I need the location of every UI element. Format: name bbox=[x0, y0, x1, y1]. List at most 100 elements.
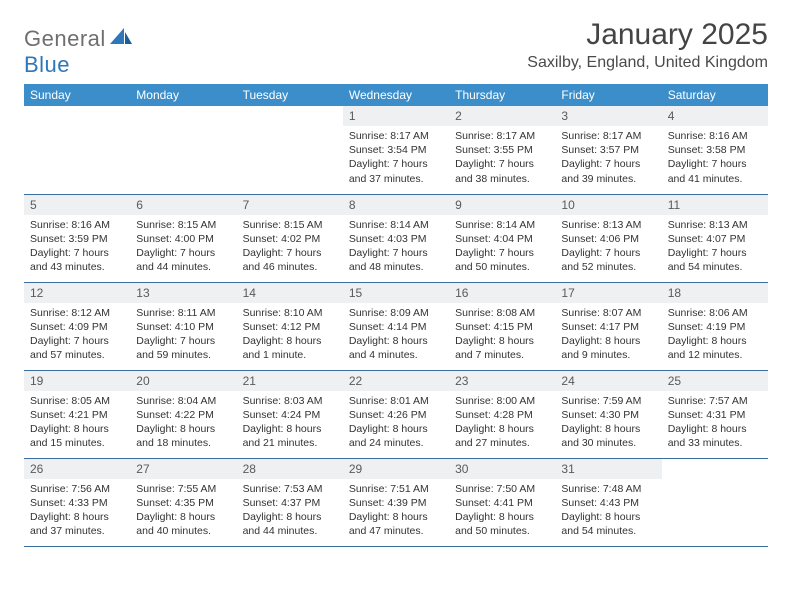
day-info: Sunrise: 8:07 AMSunset: 4:17 PMDaylight:… bbox=[555, 303, 661, 367]
brand-logo: General Blue bbox=[24, 26, 132, 78]
day-info: Sunrise: 7:57 AMSunset: 4:31 PMDaylight:… bbox=[662, 391, 768, 455]
day-number: 1 bbox=[343, 106, 449, 126]
weekday-header: Tuesday bbox=[237, 84, 343, 106]
brand-word-2: Blue bbox=[24, 52, 70, 77]
calendar-cell: 12Sunrise: 8:12 AMSunset: 4:09 PMDayligh… bbox=[24, 282, 130, 370]
calendar-cell: 25Sunrise: 7:57 AMSunset: 4:31 PMDayligh… bbox=[662, 370, 768, 458]
header: General Blue January 2025 Saxilby, Engla… bbox=[24, 18, 768, 78]
calendar-cell: 30Sunrise: 7:50 AMSunset: 4:41 PMDayligh… bbox=[449, 458, 555, 546]
calendar-cell: 11Sunrise: 8:13 AMSunset: 4:07 PMDayligh… bbox=[662, 194, 768, 282]
calendar-cell: 22Sunrise: 8:01 AMSunset: 4:26 PMDayligh… bbox=[343, 370, 449, 458]
calendar-head: SundayMondayTuesdayWednesdayThursdayFrid… bbox=[24, 84, 768, 106]
brand-word-1: General bbox=[24, 26, 106, 51]
day-info: Sunrise: 8:15 AMSunset: 4:00 PMDaylight:… bbox=[130, 215, 236, 279]
calendar-body: 1Sunrise: 8:17 AMSunset: 3:54 PMDaylight… bbox=[24, 106, 768, 546]
day-info: Sunrise: 8:17 AMSunset: 3:57 PMDaylight:… bbox=[555, 126, 661, 190]
day-info: Sunrise: 8:17 AMSunset: 3:55 PMDaylight:… bbox=[449, 126, 555, 190]
day-number: 14 bbox=[237, 283, 343, 303]
day-number: 8 bbox=[343, 195, 449, 215]
day-number: 20 bbox=[130, 371, 236, 391]
weekday-header: Saturday bbox=[662, 84, 768, 106]
day-info: Sunrise: 8:11 AMSunset: 4:10 PMDaylight:… bbox=[130, 303, 236, 367]
calendar-cell: 9Sunrise: 8:14 AMSunset: 4:04 PMDaylight… bbox=[449, 194, 555, 282]
day-number: 16 bbox=[449, 283, 555, 303]
day-info: Sunrise: 8:10 AMSunset: 4:12 PMDaylight:… bbox=[237, 303, 343, 367]
day-number: 3 bbox=[555, 106, 661, 126]
day-info: Sunrise: 7:50 AMSunset: 4:41 PMDaylight:… bbox=[449, 479, 555, 543]
calendar-cell: 1Sunrise: 8:17 AMSunset: 3:54 PMDaylight… bbox=[343, 106, 449, 194]
brand-text: General Blue bbox=[24, 26, 132, 78]
day-info: Sunrise: 7:55 AMSunset: 4:35 PMDaylight:… bbox=[130, 479, 236, 543]
day-info: Sunrise: 7:59 AMSunset: 4:30 PMDaylight:… bbox=[555, 391, 661, 455]
calendar-cell: 15Sunrise: 8:09 AMSunset: 4:14 PMDayligh… bbox=[343, 282, 449, 370]
day-number: 15 bbox=[343, 283, 449, 303]
day-info: Sunrise: 8:16 AMSunset: 3:58 PMDaylight:… bbox=[662, 126, 768, 190]
day-info: Sunrise: 8:17 AMSunset: 3:54 PMDaylight:… bbox=[343, 126, 449, 190]
weekday-header: Thursday bbox=[449, 84, 555, 106]
day-number: 12 bbox=[24, 283, 130, 303]
day-info: Sunrise: 8:00 AMSunset: 4:28 PMDaylight:… bbox=[449, 391, 555, 455]
weekday-header: Friday bbox=[555, 84, 661, 106]
day-number: 18 bbox=[662, 283, 768, 303]
day-number: 19 bbox=[24, 371, 130, 391]
day-number: 5 bbox=[24, 195, 130, 215]
calendar-cell: 28Sunrise: 7:53 AMSunset: 4:37 PMDayligh… bbox=[237, 458, 343, 546]
day-number: 23 bbox=[449, 371, 555, 391]
calendar-cell: 29Sunrise: 7:51 AMSunset: 4:39 PMDayligh… bbox=[343, 458, 449, 546]
calendar-cell: 26Sunrise: 7:56 AMSunset: 4:33 PMDayligh… bbox=[24, 458, 130, 546]
calendar-cell: 14Sunrise: 8:10 AMSunset: 4:12 PMDayligh… bbox=[237, 282, 343, 370]
day-info: Sunrise: 8:04 AMSunset: 4:22 PMDaylight:… bbox=[130, 391, 236, 455]
day-number: 30 bbox=[449, 459, 555, 479]
day-info: Sunrise: 7:56 AMSunset: 4:33 PMDaylight:… bbox=[24, 479, 130, 543]
calendar-cell: 4Sunrise: 8:16 AMSunset: 3:58 PMDaylight… bbox=[662, 106, 768, 194]
calendar-cell: 20Sunrise: 8:04 AMSunset: 4:22 PMDayligh… bbox=[130, 370, 236, 458]
day-info: Sunrise: 7:51 AMSunset: 4:39 PMDaylight:… bbox=[343, 479, 449, 543]
day-number: 17 bbox=[555, 283, 661, 303]
day-info: Sunrise: 8:15 AMSunset: 4:02 PMDaylight:… bbox=[237, 215, 343, 279]
brand-sail-icon bbox=[110, 26, 132, 51]
day-number: 25 bbox=[662, 371, 768, 391]
day-number: 13 bbox=[130, 283, 236, 303]
calendar-cell: 10Sunrise: 8:13 AMSunset: 4:06 PMDayligh… bbox=[555, 194, 661, 282]
day-number: 26 bbox=[24, 459, 130, 479]
day-number: 24 bbox=[555, 371, 661, 391]
day-info: Sunrise: 8:06 AMSunset: 4:19 PMDaylight:… bbox=[662, 303, 768, 367]
title-block: January 2025 Saxilby, England, United Ki… bbox=[527, 18, 768, 72]
day-info: Sunrise: 8:05 AMSunset: 4:21 PMDaylight:… bbox=[24, 391, 130, 455]
day-info: Sunrise: 8:14 AMSunset: 4:03 PMDaylight:… bbox=[343, 215, 449, 279]
calendar-cell: 5Sunrise: 8:16 AMSunset: 3:59 PMDaylight… bbox=[24, 194, 130, 282]
weekday-header: Monday bbox=[130, 84, 236, 106]
day-number: 9 bbox=[449, 195, 555, 215]
calendar-cell: 21Sunrise: 8:03 AMSunset: 4:24 PMDayligh… bbox=[237, 370, 343, 458]
day-number: 29 bbox=[343, 459, 449, 479]
day-info: Sunrise: 8:03 AMSunset: 4:24 PMDaylight:… bbox=[237, 391, 343, 455]
calendar-cell: 16Sunrise: 8:08 AMSunset: 4:15 PMDayligh… bbox=[449, 282, 555, 370]
calendar-cell: 17Sunrise: 8:07 AMSunset: 4:17 PMDayligh… bbox=[555, 282, 661, 370]
day-info: Sunrise: 8:14 AMSunset: 4:04 PMDaylight:… bbox=[449, 215, 555, 279]
calendar-cell: 27Sunrise: 7:55 AMSunset: 4:35 PMDayligh… bbox=[130, 458, 236, 546]
day-number: 31 bbox=[555, 459, 661, 479]
day-info: Sunrise: 8:16 AMSunset: 3:59 PMDaylight:… bbox=[24, 215, 130, 279]
calendar-cell: 6Sunrise: 8:15 AMSunset: 4:00 PMDaylight… bbox=[130, 194, 236, 282]
day-number: 10 bbox=[555, 195, 661, 215]
calendar-cell bbox=[237, 106, 343, 194]
day-number: 4 bbox=[662, 106, 768, 126]
day-info: Sunrise: 8:09 AMSunset: 4:14 PMDaylight:… bbox=[343, 303, 449, 367]
calendar-cell: 19Sunrise: 8:05 AMSunset: 4:21 PMDayligh… bbox=[24, 370, 130, 458]
calendar-cell bbox=[24, 106, 130, 194]
weekday-header: Sunday bbox=[24, 84, 130, 106]
calendar-cell: 18Sunrise: 8:06 AMSunset: 4:19 PMDayligh… bbox=[662, 282, 768, 370]
day-number: 27 bbox=[130, 459, 236, 479]
calendar-cell: 3Sunrise: 8:17 AMSunset: 3:57 PMDaylight… bbox=[555, 106, 661, 194]
page-title: January 2025 bbox=[527, 18, 768, 52]
day-number: 22 bbox=[343, 371, 449, 391]
day-info: Sunrise: 8:08 AMSunset: 4:15 PMDaylight:… bbox=[449, 303, 555, 367]
day-number: 7 bbox=[237, 195, 343, 215]
day-info: Sunrise: 7:53 AMSunset: 4:37 PMDaylight:… bbox=[237, 479, 343, 543]
day-number: 21 bbox=[237, 371, 343, 391]
day-number: 6 bbox=[130, 195, 236, 215]
calendar-cell: 2Sunrise: 8:17 AMSunset: 3:55 PMDaylight… bbox=[449, 106, 555, 194]
day-info: Sunrise: 8:13 AMSunset: 4:07 PMDaylight:… bbox=[662, 215, 768, 279]
calendar-cell: 24Sunrise: 7:59 AMSunset: 4:30 PMDayligh… bbox=[555, 370, 661, 458]
calendar-cell: 23Sunrise: 8:00 AMSunset: 4:28 PMDayligh… bbox=[449, 370, 555, 458]
